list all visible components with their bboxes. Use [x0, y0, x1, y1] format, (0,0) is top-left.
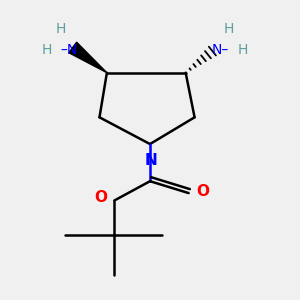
Text: –N: –N — [61, 44, 78, 57]
Text: O: O — [196, 184, 209, 199]
Text: H: H — [56, 22, 66, 36]
Text: O: O — [94, 190, 107, 205]
Text: H: H — [224, 22, 234, 36]
Text: H: H — [41, 44, 52, 57]
Polygon shape — [69, 42, 107, 73]
Text: H: H — [238, 44, 248, 57]
Text: N–: N– — [212, 44, 229, 57]
Text: N: N — [145, 153, 158, 168]
